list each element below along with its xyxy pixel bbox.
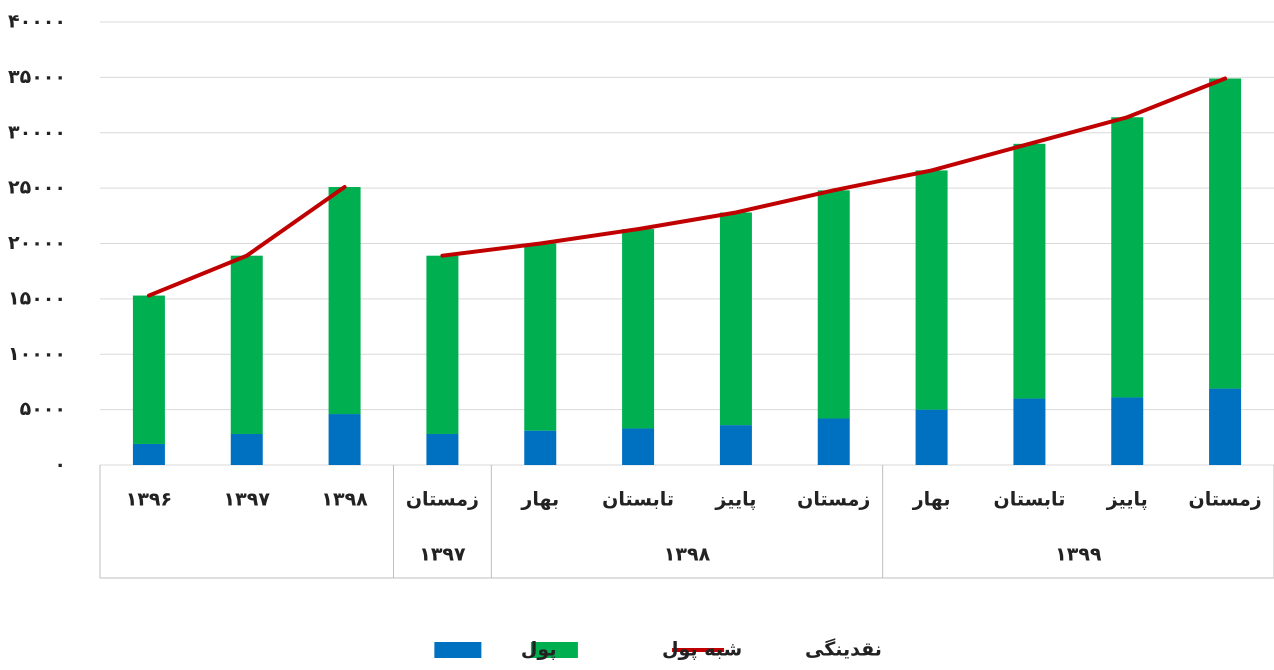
y-tick-label: ۳۰۰۰۰ bbox=[8, 121, 66, 143]
bar-segment bbox=[719, 425, 752, 465]
bar-segment bbox=[915, 409, 948, 465]
bar-segment bbox=[622, 229, 655, 429]
bar-segment bbox=[328, 414, 361, 465]
legend-label: شبه پول bbox=[662, 639, 742, 661]
y-tick-label: ۵۰۰۰ bbox=[20, 398, 66, 420]
line bbox=[146, 185, 347, 298]
y-tick-label: ۲۰۰۰۰ bbox=[8, 232, 66, 254]
bar-segment bbox=[328, 187, 361, 415]
bar-segment bbox=[817, 418, 850, 465]
bar-segment bbox=[817, 190, 850, 419]
bar-segment bbox=[426, 255, 459, 434]
x-tick-label: پاییز bbox=[1106, 489, 1148, 511]
bar-segment bbox=[915, 170, 948, 410]
y-tick-label: ۳۵۰۰۰ bbox=[8, 66, 66, 88]
legend-swatch bbox=[530, 642, 578, 658]
y-tick-label: ۱۰۰۰۰ bbox=[8, 343, 66, 365]
group-label: ۱۳۹۹ bbox=[1055, 544, 1102, 566]
y-tick-label: ۲۵۰۰۰ bbox=[8, 177, 66, 199]
group-label: ۱۳۹۸ bbox=[664, 544, 711, 566]
x-tick-label: بهار bbox=[912, 489, 951, 511]
legend-label: نقدینگی bbox=[805, 638, 882, 661]
x-tick-label: ۱۳۹۷ bbox=[224, 489, 271, 511]
bar-segment bbox=[1111, 117, 1144, 398]
x-tick-label: زمستان bbox=[1189, 489, 1262, 511]
x-tick-label: بهار bbox=[520, 489, 559, 511]
bar-segment bbox=[230, 433, 263, 465]
bar-segment bbox=[132, 295, 165, 444]
bar-segment bbox=[524, 243, 557, 431]
y-tick-label: ۱۵۰۰۰ bbox=[8, 287, 66, 309]
y-tick-label: ۴۰۰۰۰ bbox=[8, 11, 66, 33]
bar-segment bbox=[719, 212, 752, 426]
x-tick-label: زمستان bbox=[406, 489, 479, 511]
x-tick-label: ۱۳۹۶ bbox=[126, 489, 172, 511]
bar-segment bbox=[524, 430, 557, 465]
bar-segment bbox=[1209, 78, 1242, 389]
x-tick-label: ۱۳۹۸ bbox=[321, 489, 368, 511]
x-tick-label: تابستان bbox=[993, 489, 1065, 511]
x-tick-label: زمستان bbox=[797, 489, 870, 511]
bar-segment bbox=[1013, 398, 1046, 465]
bar-segment bbox=[230, 255, 263, 434]
bar-segment bbox=[1209, 388, 1242, 465]
bar-segment bbox=[132, 443, 165, 465]
line bbox=[440, 76, 1228, 258]
x-tick-label: تابستان bbox=[602, 489, 674, 511]
y-tick-label: ۰ bbox=[54, 454, 66, 476]
group-label: ۱۳۹۷ bbox=[419, 544, 466, 566]
bar-segment bbox=[426, 433, 459, 465]
bar-segment bbox=[1111, 397, 1144, 465]
legend-swatch bbox=[434, 642, 482, 658]
legend-label: پول bbox=[521, 639, 557, 661]
bar-segment bbox=[622, 428, 655, 465]
bar-segment bbox=[1013, 143, 1046, 399]
x-tick-label: پاییز bbox=[714, 489, 756, 511]
